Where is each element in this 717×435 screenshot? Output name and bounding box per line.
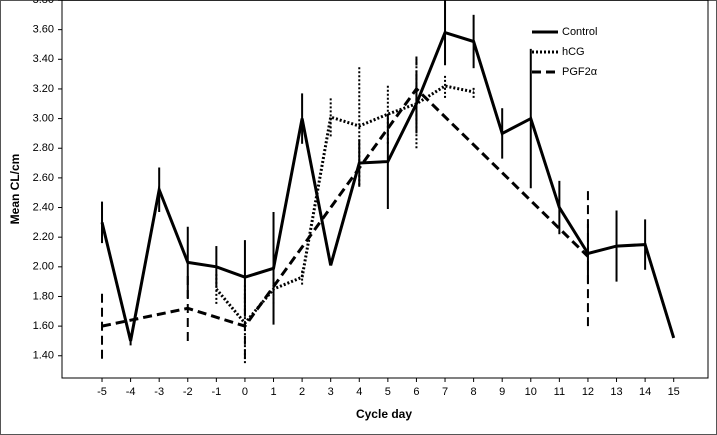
legend-label: hCG [562,46,585,58]
x-tick-label: -4 [126,386,136,398]
y-tick-label: 3.20 [33,83,54,95]
legend-label: PGF2α [562,66,598,78]
x-tick-label: 11 [554,386,565,398]
x-tick-label: -5 [97,386,107,398]
x-tick-label: -3 [154,386,164,398]
series-line [101,86,589,328]
x-axis-label: Cycle day [356,407,412,421]
x-tick-label: 7 [442,386,448,398]
x-tick-label: 13 [610,386,622,398]
y-tick-label: 3.60 [33,24,54,36]
x-tick-label: 8 [471,386,477,398]
x-tick-label: 2 [299,386,305,398]
x-tick-label: 5 [385,386,391,398]
x-tick-label: 1 [270,386,276,398]
y-tick-label: 2.20 [33,231,54,243]
y-tick-label: 3.00 [33,112,54,124]
x-tick-label: 6 [413,386,419,398]
y-tick-label: 1.80 [33,290,54,302]
y-tick-label: 2.60 [33,172,54,184]
y-tick-label: 1.60 [33,320,54,332]
series-line [215,84,474,326]
y-tick-label: 3.80 [33,0,54,6]
y-tick-label: 2.40 [33,201,54,213]
x-tick-label: 12 [582,386,594,398]
x-tick-label: 0 [242,386,248,398]
y-tick-label: 2.80 [33,142,54,154]
x-tick-label: 14 [639,386,651,398]
x-tick-label: 4 [356,386,362,398]
x-tick-label: 3 [328,386,334,398]
x-tick-label: -1 [211,386,221,398]
series-line [100,30,676,342]
x-tick-label: 9 [499,386,505,398]
legend-label: Control [562,26,597,38]
y-tick-label: 3.40 [33,53,54,65]
x-tick-label: 10 [525,386,537,398]
y-tick-label: 1.40 [33,350,54,362]
x-tick-label: -2 [183,386,193,398]
plot-frame [61,0,709,379]
y-tick-label: 2.00 [33,261,54,273]
y-axis-label: Mean CL/cm [8,154,22,225]
x-tick-label: 15 [668,386,680,398]
